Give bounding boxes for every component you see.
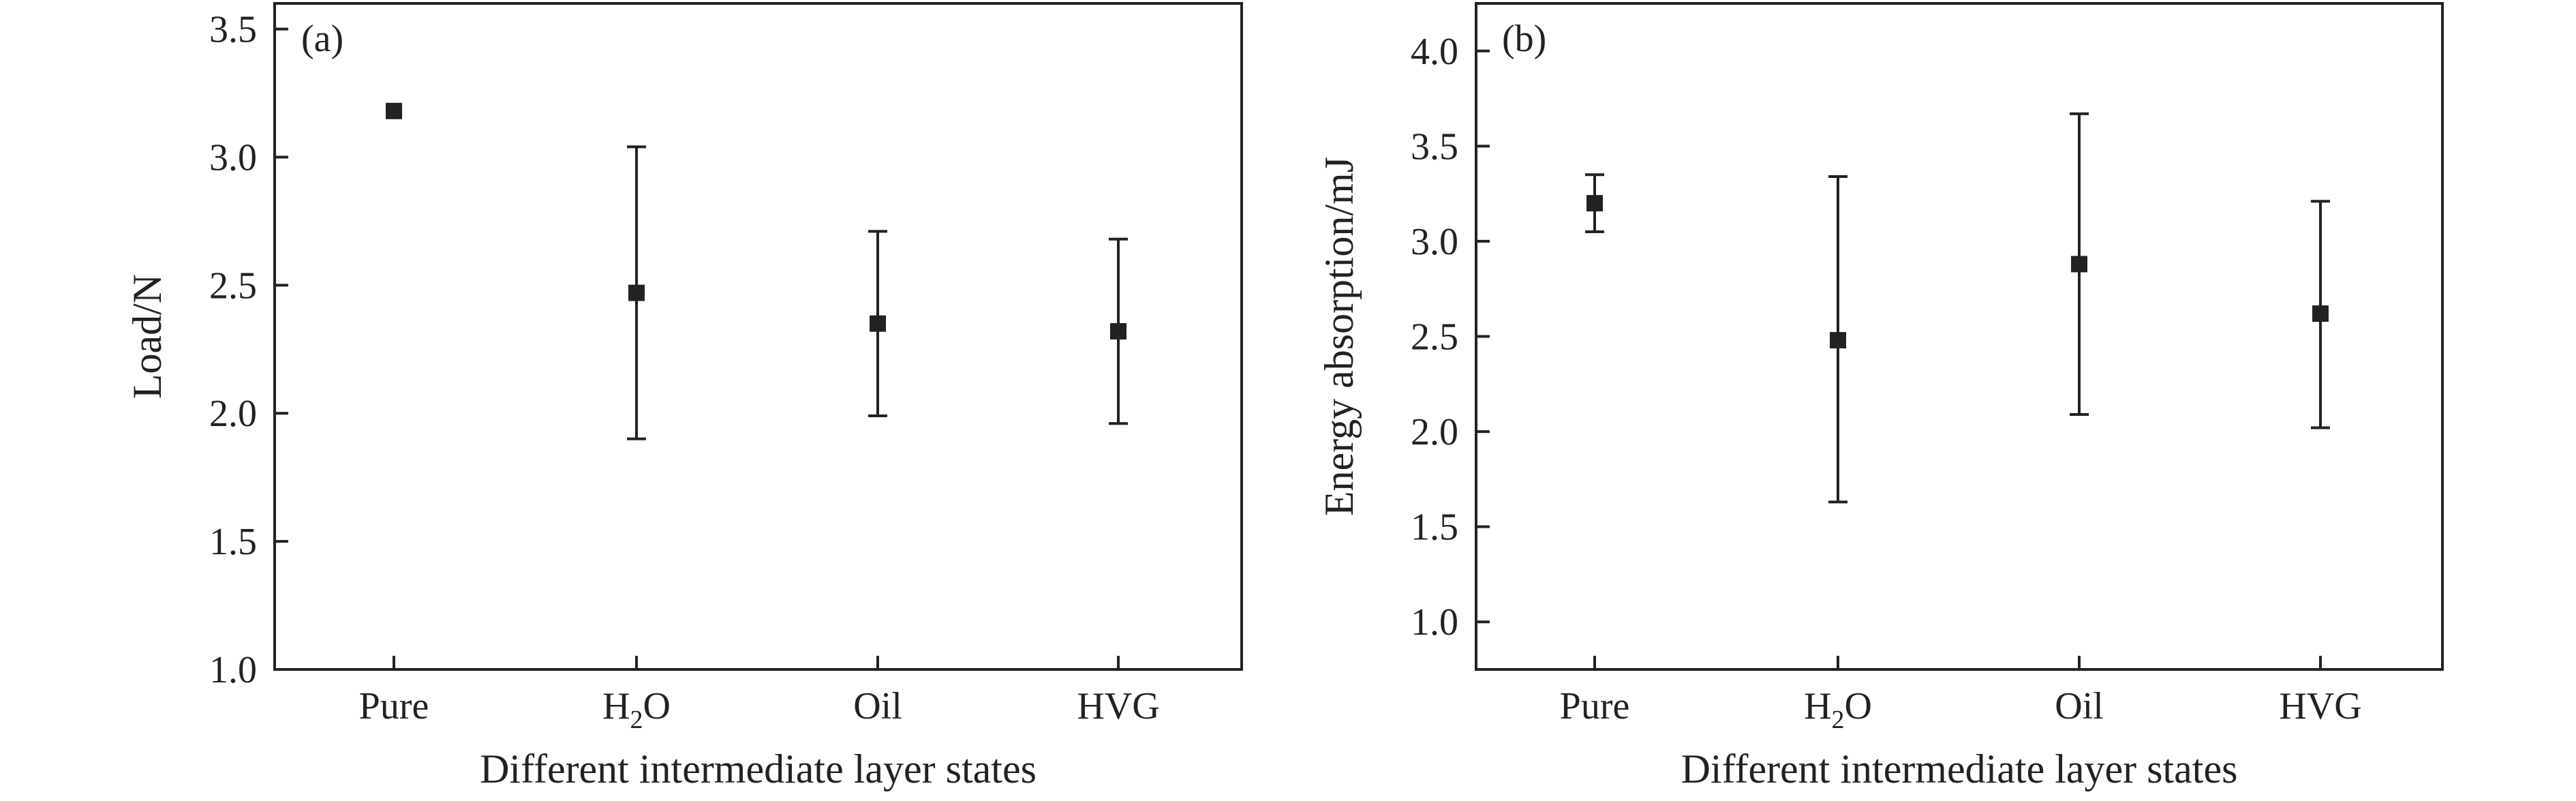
data-point xyxy=(2071,256,2087,273)
y-tick-label: 3.0 xyxy=(1411,221,1458,263)
y-tick-label: 1.5 xyxy=(1411,507,1458,549)
chart-panel-a: 1.0 1.5 2.0 2.5 3.0 3.5 Pure H2O Oil HVG (a) Differ… xyxy=(125,2,1243,791)
y-tick-label: 4.0 xyxy=(1411,31,1458,73)
x-axis-label: Different intermediate layer states xyxy=(1681,746,2238,791)
panel-label: (b) xyxy=(1502,18,1546,60)
y-tick-label: 3.5 xyxy=(209,9,257,51)
data-point xyxy=(870,315,886,332)
y-tick-label: 2.0 xyxy=(209,393,257,435)
y-tick-label: 2.0 xyxy=(1411,411,1458,453)
x-axis-label: Different intermediate layer states xyxy=(480,746,1037,791)
x-tick-label: H2O xyxy=(1804,685,1872,734)
y-tick-label: 3.0 xyxy=(209,136,257,179)
panel-label: (a) xyxy=(301,18,343,60)
y-tick-label: 1.5 xyxy=(209,521,257,563)
chart-panel-b: 1.0 1.5 2.0 2.5 3.0 3.5 4.0 Pure H2O Oil HVG (b) Dif… xyxy=(1317,2,2444,791)
y-tick-label: 2.5 xyxy=(1411,316,1458,359)
x-tick-label: H2O xyxy=(602,685,671,734)
plot-frame xyxy=(1475,2,2444,671)
data-point xyxy=(1830,332,1846,349)
data-point xyxy=(628,284,645,301)
x-tick-label: Pure xyxy=(1560,685,1630,727)
x-tick-label: Oil xyxy=(853,685,902,727)
y-axis-label: Load/N xyxy=(125,274,170,399)
y-tick-label: 2.5 xyxy=(209,265,257,307)
x-tick-label: Pure xyxy=(359,685,429,727)
x-tick-label: HVG xyxy=(1077,685,1159,727)
data-point xyxy=(1586,195,1603,212)
data-point xyxy=(2312,305,2329,322)
y-tick-label: 1.0 xyxy=(1411,601,1458,644)
data-point xyxy=(386,102,402,119)
y-axis-label: Energy absorption/mJ xyxy=(1317,157,1362,516)
x-tick-label: HVG xyxy=(2279,685,2361,727)
x-tick-label: Oil xyxy=(2055,685,2104,727)
data-point xyxy=(1110,322,1126,339)
plot-frame xyxy=(273,2,1243,671)
y-tick-label: 1.0 xyxy=(209,649,257,691)
y-tick-label: 3.5 xyxy=(1411,125,1458,168)
